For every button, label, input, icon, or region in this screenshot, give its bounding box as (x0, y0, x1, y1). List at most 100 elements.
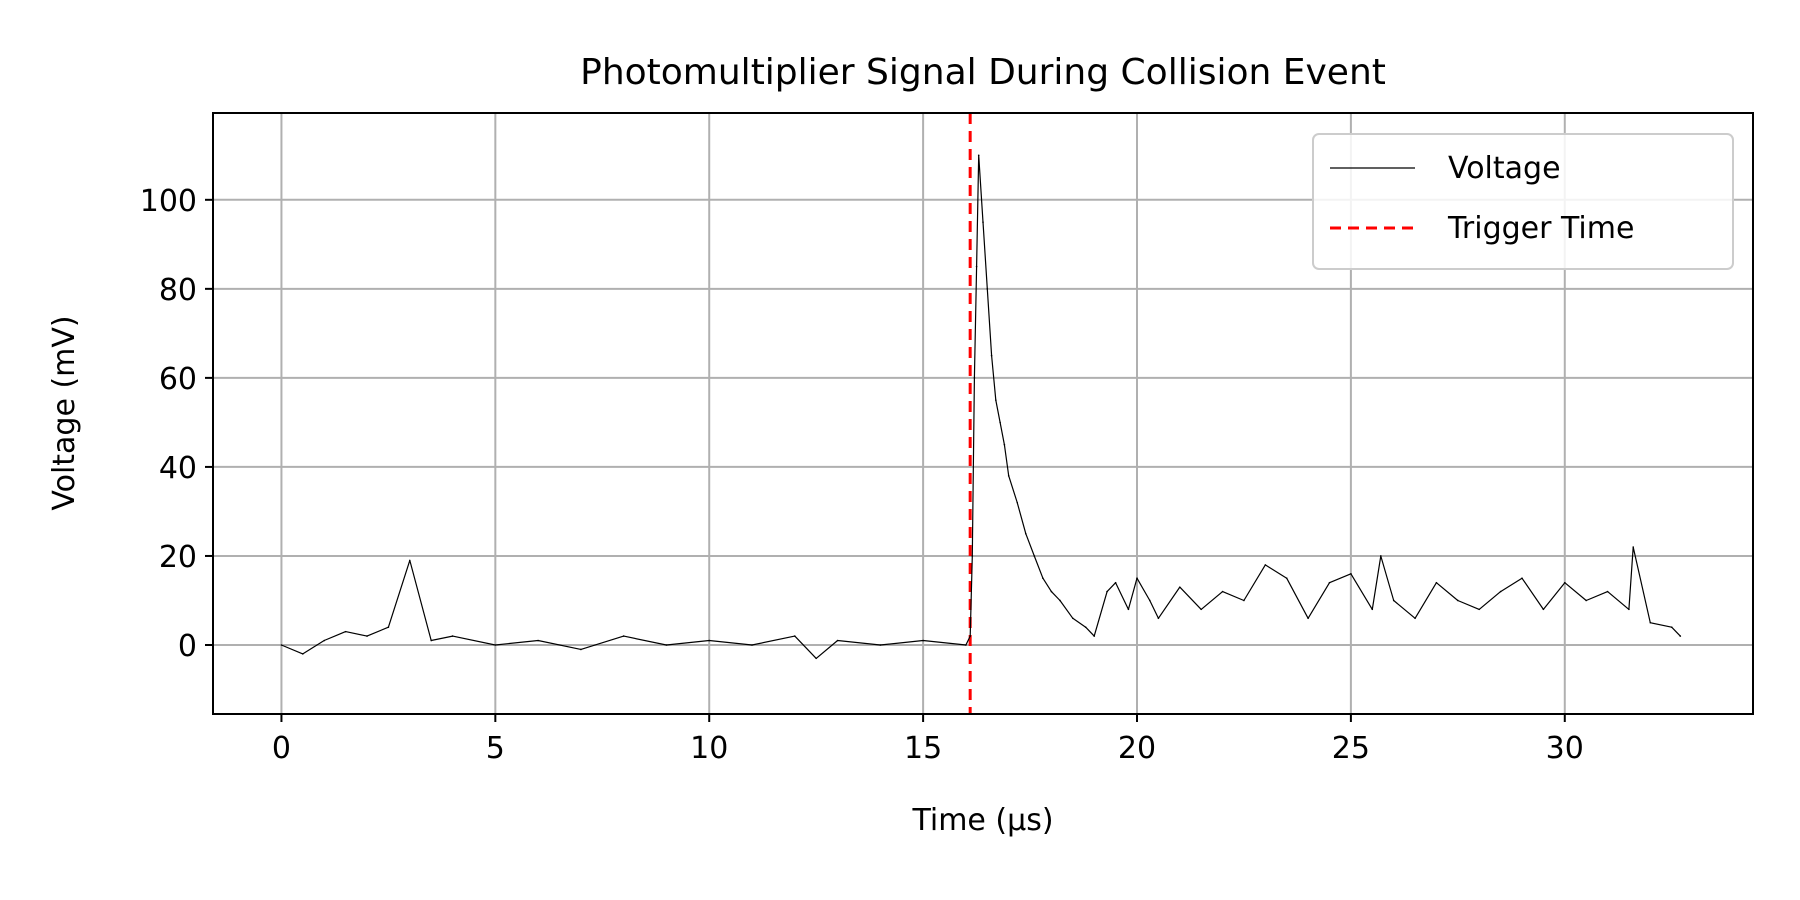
data-point-voltage (1350, 572, 1352, 575)
data-point-voltage (879, 644, 882, 646)
data-point-voltage (1307, 617, 1309, 620)
data-point-voltage (1392, 599, 1395, 602)
x-tick-label: 30 (1546, 731, 1584, 766)
data-point-voltage (1628, 608, 1630, 611)
data-point-voltage (793, 635, 796, 637)
x-tick-label: 5 (486, 731, 505, 766)
data-point-voltage (986, 288, 989, 290)
data-point-voltage (971, 555, 974, 557)
legend-box (1312, 133, 1734, 270)
legend: Voltage Trigger Time (1312, 133, 1734, 270)
x-tick-label: 10 (690, 731, 728, 766)
data-point-voltage (1200, 608, 1202, 611)
data-point-voltage (1521, 577, 1523, 580)
data-point-voltage (1106, 590, 1108, 593)
data-point-voltage (1016, 501, 1019, 504)
data-point-voltage (1542, 608, 1545, 611)
data-point-voltage (965, 644, 967, 646)
x-tick-label: 25 (1332, 731, 1370, 766)
data-point-voltage (836, 639, 839, 642)
y-axis-label: Voltage (mV) (47, 315, 82, 510)
plot-frame (212, 112, 1754, 715)
data-point-voltage (1059, 599, 1061, 602)
data-point-voltage (1478, 608, 1481, 611)
data-point-voltage (622, 635, 625, 637)
data-point-voltage (430, 639, 432, 642)
data-point-voltage (344, 630, 347, 633)
data-point-voltage (387, 626, 390, 628)
x-ticks: 0 5 10 15 20 25 30 (272, 714, 1584, 766)
data-point-voltage (1328, 581, 1331, 584)
data-point-voltage (1084, 626, 1087, 628)
y-tick-label: 100 (140, 184, 197, 219)
data-point-voltage (815, 657, 817, 660)
x-tick-label: 20 (1118, 731, 1156, 766)
data-point-voltage (366, 635, 368, 637)
data-point-voltage (1632, 546, 1635, 548)
data-point-voltage (451, 635, 454, 637)
y-tick-label: 20 (159, 540, 197, 575)
data-point-voltage (1414, 617, 1416, 620)
data-point-voltage (1178, 586, 1181, 588)
data-point-voltage (408, 559, 411, 562)
x-axis-label: Time (μs) (911, 803, 1053, 838)
data-point-voltage (1072, 617, 1074, 620)
data-point-voltage (1380, 555, 1382, 557)
data-point-voltage (1563, 581, 1566, 584)
series-line-voltage (281, 154, 1681, 660)
data-point-voltage (1033, 555, 1036, 557)
data-point-voltage (1149, 599, 1151, 602)
data-point-voltage (1243, 599, 1245, 602)
data-point-voltage (1679, 635, 1682, 637)
data-point-voltage (1371, 608, 1374, 611)
legend-voltage-label: Voltage (1448, 151, 1561, 186)
chart-title: Photomultiplier Signal During Collision … (580, 52, 1386, 93)
data-point-voltage (1136, 577, 1138, 580)
data-point-voltage (1042, 577, 1044, 580)
data-point-voltage (990, 354, 993, 357)
data-point-voltage (1649, 621, 1652, 624)
data-point-voltage (1264, 564, 1267, 566)
data-point-voltage (1435, 581, 1438, 584)
data-point-voltage (1221, 590, 1224, 593)
data-point-voltage (973, 377, 976, 379)
data-point-voltage (665, 644, 668, 646)
data-point-voltage (1003, 443, 1006, 446)
data-point-voltage (302, 653, 304, 655)
data-point-voltage (922, 639, 924, 642)
data-point-voltage (1285, 577, 1288, 580)
data-point-voltage (1114, 581, 1117, 584)
data-point-voltage (1007, 475, 1010, 477)
data-point-voltage (975, 265, 978, 268)
data-point-voltage (1024, 532, 1027, 535)
data-point-voltage (751, 644, 753, 646)
data-point-voltage (708, 639, 711, 642)
y-tick-label: 0 (178, 629, 197, 664)
data-point-voltage (580, 648, 582, 651)
data-point-voltage (1050, 590, 1053, 593)
data-point-voltage (982, 221, 984, 223)
series-layer (280, 154, 1682, 660)
data-point-voltage (280, 644, 283, 646)
data-point-voltage (1499, 590, 1502, 593)
data-point-voltage (494, 644, 497, 646)
data-point-voltage (1457, 599, 1459, 602)
data-point-voltage (969, 635, 971, 637)
legend-trigger-label: Trigger Time (1447, 211, 1634, 246)
x-tick-label: 0 (272, 731, 291, 766)
data-point-voltage (323, 639, 326, 642)
data-point-voltage (1585, 599, 1587, 602)
y-tick-label: 80 (159, 273, 197, 308)
y-ticks: 0 20 40 60 80 100 (140, 184, 213, 664)
data-point-voltage (999, 421, 1001, 424)
y-tick-label: 60 (159, 362, 197, 397)
x-tick-label: 15 (904, 731, 942, 766)
data-point-voltage (1670, 626, 1673, 628)
data-point-voltage (537, 639, 539, 642)
data-point-voltage (977, 154, 980, 157)
data-point-voltage (995, 399, 997, 401)
data-point-voltage (1127, 608, 1130, 611)
data-point-voltage (1157, 617, 1160, 620)
data-point-voltage (1093, 635, 1096, 637)
